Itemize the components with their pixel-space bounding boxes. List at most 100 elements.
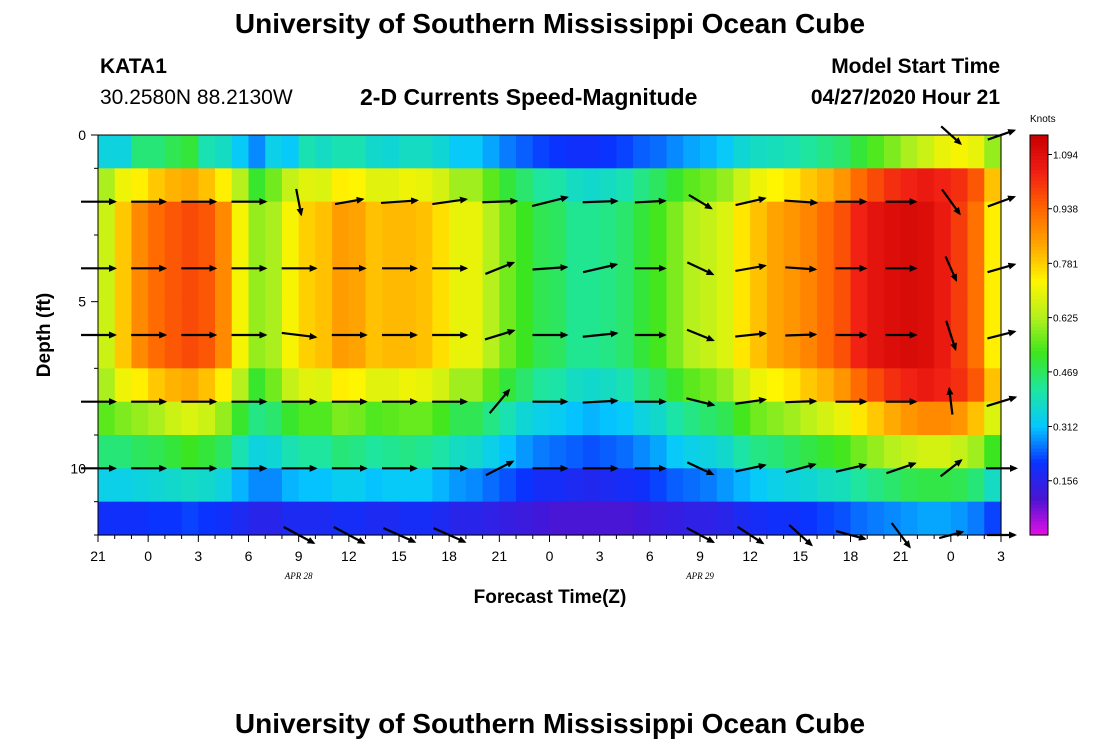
- heatmap-cell: [833, 301, 852, 336]
- heatmap-cell: [666, 335, 684, 369]
- plot-axes: 0 5 10 21 0 3 6 9 12 15 18 21 0 3 6 9 12 15 18 21 0 3 APR 28 AP…: [70, 127, 1005, 581]
- heatmap-cell: [98, 368, 116, 403]
- heatmap-cell: [516, 401, 534, 436]
- heatmap-cell: [967, 301, 985, 336]
- colorbar-band: [1030, 180, 1048, 185]
- heatmap-cell: [148, 268, 166, 303]
- colorbar-band: [1030, 295, 1048, 300]
- date-label: APR 28: [284, 571, 313, 581]
- colorbar-band: [1030, 375, 1048, 380]
- heatmap-cell: [750, 235, 768, 269]
- colorbar-band: [1030, 340, 1048, 345]
- heatmap-cell: [465, 268, 484, 303]
- heatmap-cell: [449, 235, 467, 269]
- colorbar-band: [1030, 194, 1048, 199]
- heatmap-cell: [967, 468, 985, 503]
- heatmap-cell: [449, 401, 467, 436]
- heatmap-cell: [750, 301, 768, 336]
- heatmap-cell: [181, 335, 199, 369]
- heatmap-cell: [800, 201, 818, 236]
- heatmap-cell: [549, 368, 567, 403]
- colorbar-band: [1030, 225, 1048, 230]
- heatmap-cell: [666, 435, 684, 469]
- heatmap-cell: [800, 168, 818, 203]
- colorbar-band: [1030, 138, 1048, 143]
- heatmap-cell: [917, 368, 935, 403]
- heatmap-cell: [917, 335, 935, 369]
- colorbar-band: [1030, 448, 1048, 453]
- heatmap-cell: [532, 368, 551, 403]
- heatmap-cell: [432, 401, 450, 436]
- heatmap-cell: [599, 401, 617, 436]
- heatmap-cell: [148, 368, 166, 403]
- colorbar-band: [1030, 468, 1048, 473]
- heatmap-cell: [817, 401, 835, 436]
- heatmap-cell: [984, 168, 1002, 203]
- heatmap-cell: [382, 135, 400, 169]
- heatmap-cell: [566, 201, 584, 236]
- heatmap-cell: [298, 268, 316, 303]
- heatmap-cell: [733, 201, 751, 236]
- current-vector: [886, 462, 917, 475]
- heatmap-cell: [984, 301, 1002, 336]
- heatmap-cell: [516, 468, 534, 503]
- heatmap-cell: [967, 201, 985, 236]
- current-vector: [735, 330, 768, 338]
- heatmap-cell: [900, 501, 918, 536]
- heatmap-cell: [833, 368, 852, 403]
- heatmap-cell: [499, 501, 517, 536]
- current-vector: [380, 197, 419, 205]
- colorbar-band: [1030, 364, 1048, 369]
- heatmap-cell: [332, 435, 350, 469]
- heatmap-cell: [532, 301, 551, 336]
- heatmap-cell: [599, 135, 617, 169]
- heatmap-cell: [298, 401, 316, 436]
- heatmap-cell: [382, 435, 400, 469]
- colorbar-band: [1030, 493, 1048, 498]
- colorbar-band: [1030, 350, 1048, 355]
- heatmap-cell: [215, 335, 233, 369]
- heatmap-cell: [716, 368, 735, 403]
- heatmap-cell: [482, 201, 500, 236]
- colorbar-band: [1030, 399, 1048, 404]
- heatmap-cell: [98, 268, 116, 303]
- heatmap-cell: [499, 268, 517, 303]
- heatmap-cell: [616, 235, 634, 269]
- heatmap-cell: [248, 401, 266, 436]
- heatmap-cell: [231, 401, 250, 436]
- heatmap-cell: [449, 168, 467, 203]
- heatmap-cell: [432, 235, 450, 269]
- heatmap-cell: [833, 435, 852, 469]
- heatmap-cell: [633, 401, 651, 436]
- heatmap-cell: [399, 135, 417, 169]
- heatmap-cell: [181, 401, 199, 436]
- heatmap-cell: [582, 168, 601, 203]
- x-tick-label: 3: [997, 548, 1005, 564]
- colorbar-band: [1030, 256, 1048, 261]
- heatmap-cell: [967, 235, 985, 269]
- colorbar-tick-label: 0.625: [1053, 314, 1078, 325]
- current-vector: [432, 196, 468, 206]
- current-vector: [735, 196, 767, 207]
- heatmap-cell: [599, 268, 617, 303]
- colorbar-band: [1030, 514, 1048, 519]
- heatmap-cell: [800, 268, 818, 303]
- colorbar-band: [1030, 277, 1048, 282]
- colorbar-band: [1030, 173, 1048, 178]
- heatmap-cell: [649, 401, 668, 436]
- heatmap-cell: [332, 468, 350, 503]
- heatmap-cell: [248, 201, 266, 236]
- heatmap-cell: [883, 168, 902, 203]
- heatmap-cell: [950, 501, 969, 536]
- heatmap-cell: [348, 468, 367, 503]
- heatmap-cell: [934, 268, 952, 303]
- heatmap-cell: [265, 201, 283, 236]
- current-vector: [944, 256, 958, 283]
- heatmap-cell: [566, 335, 584, 369]
- heatmap-cell: [750, 201, 768, 236]
- heatmap-cell: [883, 201, 902, 236]
- heatmap-cell: [465, 335, 484, 369]
- heatmap-cell: [633, 201, 651, 236]
- heatmap-cell: [566, 235, 584, 269]
- heatmap-cell: [599, 368, 617, 403]
